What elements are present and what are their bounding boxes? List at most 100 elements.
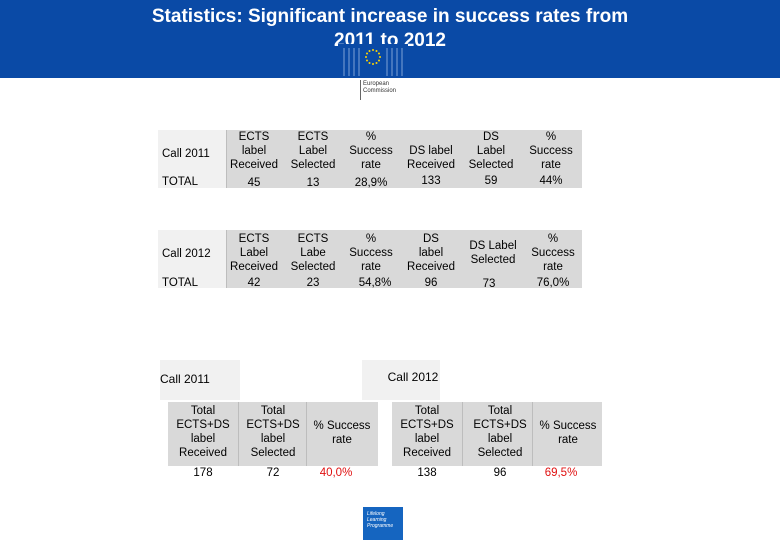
header-line: Total xyxy=(487,405,513,417)
column-header-ects-received: ECTS label Received xyxy=(224,130,284,172)
value-total-received: 178 xyxy=(193,467,213,479)
header-line: Selected xyxy=(470,254,516,266)
row-label-bg xyxy=(158,230,226,288)
header-line: ECTS+DS xyxy=(246,419,300,431)
header-line: DS label xyxy=(409,145,453,157)
ec-building-flag-icon xyxy=(338,44,408,78)
logo-text-line-2: Commission xyxy=(363,88,397,94)
value-ects-success-rate: 54,8% xyxy=(358,277,392,289)
logo-line-1: Lifelong xyxy=(367,511,385,517)
value-ds-success-rate: 76,0% xyxy=(536,277,570,289)
value-ds-selected: 73 xyxy=(482,278,496,290)
logo-text: European Commission xyxy=(363,81,396,95)
value-ects-selected: 23 xyxy=(306,277,320,289)
header-line: label xyxy=(241,145,267,157)
header-line: Selected xyxy=(468,159,514,171)
column-header-ects-received: ECTS Label Received xyxy=(224,232,284,274)
header-line: Received xyxy=(230,159,278,171)
header-line: Total xyxy=(260,405,286,417)
value-ds-selected: 59 xyxy=(484,175,498,187)
header-line: Selected xyxy=(250,447,296,459)
column-header-total-selected: Total ECTS+DS label Selected xyxy=(465,404,535,460)
european-commission-logo: European Commission xyxy=(338,44,438,102)
lifelong-learning-programme-logo: Lifelong Learning Programme xyxy=(363,507,403,540)
header-line: ECTS+DS xyxy=(473,419,527,431)
column-header-total-success-rate: % Success rate xyxy=(532,419,604,447)
totals-2012-bg xyxy=(392,402,602,466)
header-line: Labe xyxy=(300,247,326,259)
logo-line-2: Learning xyxy=(367,517,387,523)
header-line: Received xyxy=(230,261,278,273)
value-total-success-rate: 69,5% xyxy=(544,467,578,479)
title-bg xyxy=(362,360,440,400)
header-line: rate xyxy=(361,159,381,171)
header-line: Label xyxy=(476,145,506,157)
header-line: label xyxy=(414,433,440,445)
header-line: ECTS xyxy=(238,131,270,143)
divider xyxy=(306,402,307,466)
header-line: % xyxy=(365,131,377,143)
column-header-ds-success-rate: % Success rate xyxy=(520,130,582,172)
column-header-total-received: Total ECTS+DS label Received xyxy=(392,404,462,460)
value-total-received: 138 xyxy=(417,467,437,479)
logo-divider xyxy=(360,80,361,100)
title-bg xyxy=(160,360,240,400)
column-header-total-selected: Total ECTS+DS label Selected xyxy=(238,404,308,460)
header-line: Success xyxy=(531,247,575,259)
header-line: % xyxy=(365,233,377,245)
value-ects-received: 42 xyxy=(247,277,261,289)
header-line: rate xyxy=(541,159,561,171)
header-line: Total xyxy=(190,405,216,417)
header-line: ECTS xyxy=(297,131,329,143)
value-ds-received: 133 xyxy=(421,175,441,187)
column-header-ds-received: DS label Received xyxy=(400,144,462,172)
totals-2011-bg xyxy=(168,402,378,466)
value-ects-received: 45 xyxy=(247,177,261,189)
logo-line-3: Programme xyxy=(367,523,394,529)
header-line: DS xyxy=(423,233,439,245)
header-line: rate xyxy=(332,434,352,446)
value-ds-success-rate: 44% xyxy=(539,175,563,187)
header-line: ECTS+DS xyxy=(400,419,454,431)
header-line: % xyxy=(545,131,557,143)
divider xyxy=(532,402,533,466)
header-line: DS Label xyxy=(469,240,517,252)
column-header-ects-success-rate: % Success rate xyxy=(342,130,400,172)
value-total-success-rate: 40,0% xyxy=(319,467,353,479)
header-line: ECTS xyxy=(297,233,329,245)
header-line: rate xyxy=(543,261,563,273)
column-header-total-success-rate: % Success rate xyxy=(306,419,378,447)
row-label-call-2011: Call 2011 xyxy=(162,148,210,160)
header-line: label xyxy=(418,247,444,259)
header-line: Success xyxy=(349,247,393,259)
header-line: Selected xyxy=(290,159,336,171)
header-line: Label xyxy=(239,247,269,259)
header-line: Received xyxy=(407,261,455,273)
column-header-total-received: Total ECTS+DS label Received xyxy=(168,404,238,460)
page-title-line-1: Statistics: Significant increase in succ… xyxy=(151,6,629,27)
row-label-bg xyxy=(158,130,226,188)
header-line: label xyxy=(487,433,513,445)
column-header-ds-selected: DS Label Selected xyxy=(462,239,524,267)
header-line: % xyxy=(547,233,559,245)
header-line: Label xyxy=(298,145,328,157)
column-header-ects-selected: ECTS Labe Selected xyxy=(284,232,342,274)
value-total-selected: 96 xyxy=(493,467,507,479)
header-line: % Success xyxy=(539,420,597,432)
header-line: label xyxy=(190,433,216,445)
logo-text-line-1: European xyxy=(363,81,390,87)
table-2011-bg xyxy=(226,130,582,188)
header-line: % Success xyxy=(313,420,371,432)
value-ects-success-rate: 28,9% xyxy=(354,177,388,189)
column-header-ects-success-rate: % Success rate xyxy=(342,232,400,274)
column-header-ds-received: DS label Received xyxy=(400,232,462,274)
header-line: Selected xyxy=(477,447,523,459)
divider xyxy=(226,130,227,188)
row-label-call-2012: Call 2012 xyxy=(162,248,211,260)
header-line: rate xyxy=(558,434,578,446)
table-2012-bg xyxy=(226,230,582,288)
divider xyxy=(226,230,227,288)
divider xyxy=(462,402,463,466)
column-header-ds-selected: DS Label Selected xyxy=(462,130,520,172)
header-line: DS xyxy=(483,131,499,143)
